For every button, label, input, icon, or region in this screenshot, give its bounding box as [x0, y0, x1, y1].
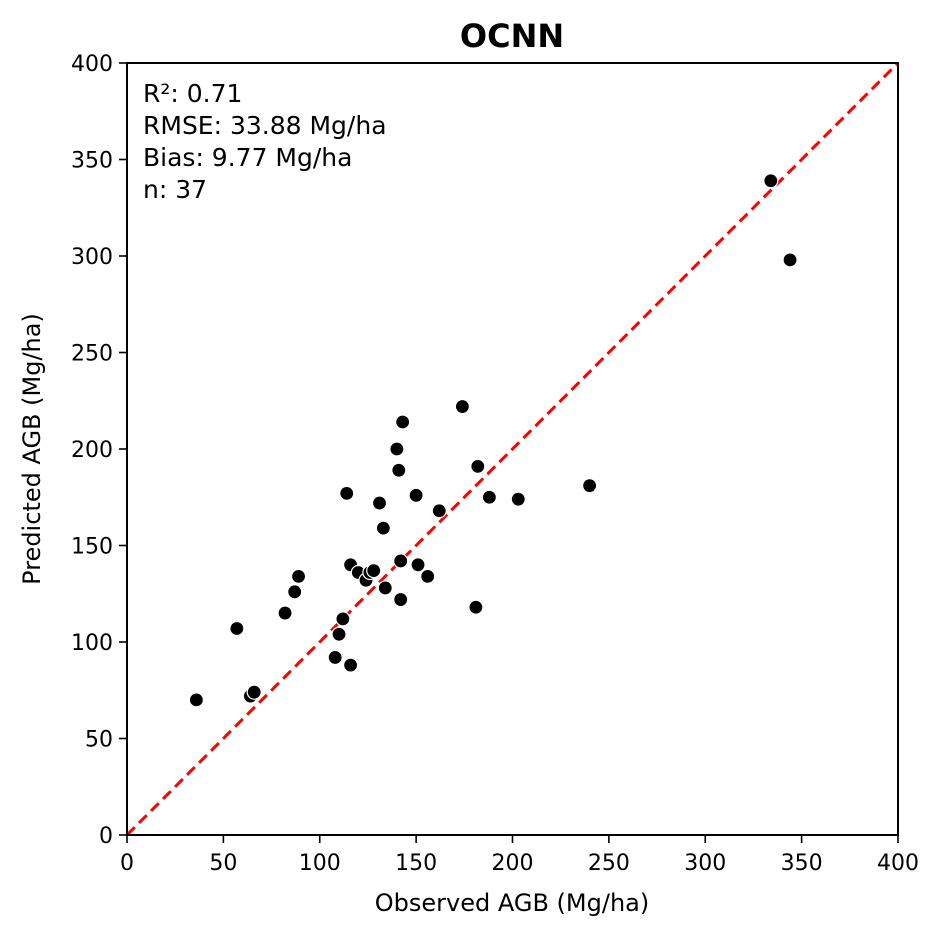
stats-annotation: R²: 0.71 RMSE: 33.88 Mg/ha Bias: 9.77 Mg/h…: [143, 79, 387, 204]
data-point: [393, 553, 409, 569]
data-point: [366, 562, 382, 579]
data-point: [470, 458, 486, 474]
data-point: [510, 491, 526, 507]
data-point: [246, 684, 262, 700]
y-tick-label: 300: [71, 245, 113, 270]
chart-title: OCNN: [460, 17, 564, 55]
y-tick-label: 50: [85, 728, 113, 753]
data-point: [481, 489, 497, 505]
data-point: [581, 478, 598, 494]
x-tick-label: 0: [120, 851, 134, 876]
data-point: [342, 657, 359, 673]
y-tick-label: 0: [99, 824, 113, 849]
y-tick-label: 150: [71, 535, 113, 560]
data-point: [290, 568, 307, 584]
data-point: [395, 414, 411, 430]
data-point: [393, 591, 409, 608]
data-point: [331, 626, 347, 642]
one-to-one-line: [125, 61, 900, 837]
x-tick-label: 300: [684, 851, 726, 876]
data-point: [782, 252, 798, 268]
y-tick-label: 350: [71, 149, 113, 174]
data-point: [468, 599, 484, 615]
data-point: [339, 485, 355, 501]
x-tick-label: 100: [299, 851, 341, 876]
stat-line: R²: 0.71: [143, 79, 242, 108]
x-tick-label: 350: [781, 851, 823, 876]
y-tick-label: 250: [71, 342, 113, 367]
stat-line: RMSE: 33.88 Mg/ha: [143, 111, 387, 140]
data-point: [431, 503, 447, 519]
data-point: [229, 620, 245, 637]
y-tick-label: 100: [71, 631, 113, 656]
x-tick-label: 50: [209, 851, 237, 876]
stat-line: Bias: 9.77 Mg/ha: [143, 143, 352, 172]
data-point: [454, 398, 470, 415]
y-tick-label: 200: [71, 438, 113, 463]
data-point: [371, 495, 388, 511]
data-point: [327, 649, 343, 666]
plot-frame: [126, 62, 899, 836]
data-point: [410, 557, 426, 573]
x-tick-label: 150: [395, 851, 437, 876]
data-point: [408, 487, 424, 503]
data-points: [188, 173, 798, 708]
y-tick-label: 400: [71, 52, 113, 77]
stat-line: n: 37: [143, 175, 207, 204]
x-tick-label: 250: [588, 851, 630, 876]
data-point: [277, 605, 293, 621]
x-tick-label: 200: [492, 851, 534, 876]
data-point: [420, 568, 436, 584]
data-point: [188, 692, 204, 708]
data-point: [335, 611, 351, 627]
data-point: [763, 173, 779, 189]
y-axis-label: Predicted AGB (Mg/ha): [18, 313, 46, 585]
data-point: [391, 462, 407, 478]
data-point: [287, 584, 303, 600]
data-point: [377, 580, 393, 596]
data-point: [389, 441, 405, 457]
x-axis-label: Observed AGB (Mg/ha): [375, 889, 649, 917]
data-point: [375, 520, 391, 536]
x-tick-label: 400: [877, 851, 919, 876]
axis-ticks: 0 50 100 150 200 250 300 350 400 0 50 100 150 200 250 3…: [71, 52, 919, 876]
